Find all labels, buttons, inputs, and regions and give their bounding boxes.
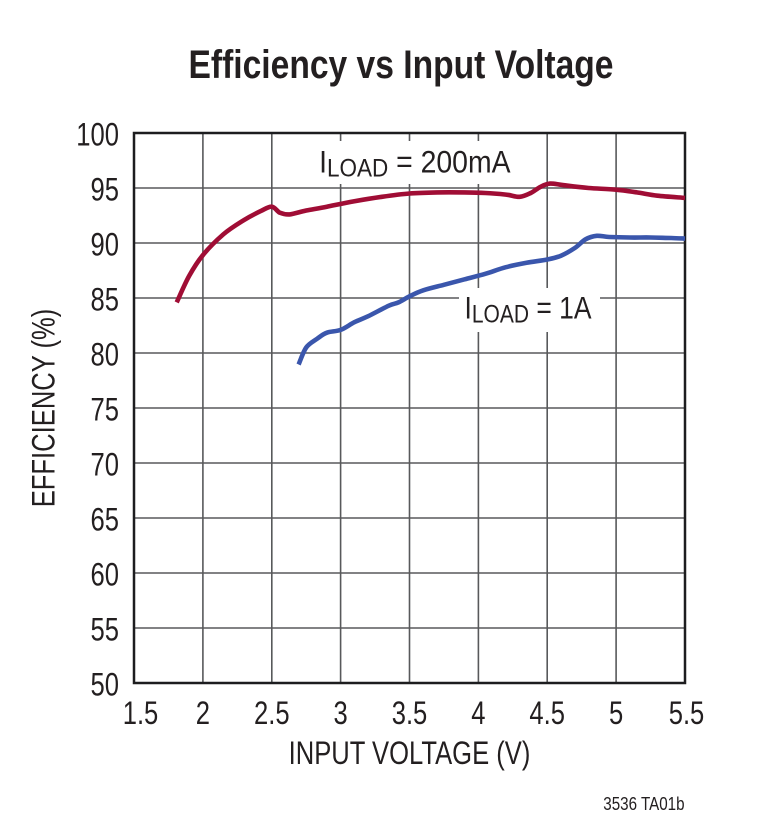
- svg-text:1.5: 1.5: [123, 696, 159, 731]
- svg-text:3.5: 3.5: [392, 696, 428, 731]
- svg-text:INPUT VOLTAGE (V): INPUT VOLTAGE (V): [289, 736, 531, 771]
- svg-text:2: 2: [196, 696, 210, 731]
- svg-text:80: 80: [91, 338, 119, 373]
- svg-text:65: 65: [91, 503, 119, 538]
- svg-text:75: 75: [91, 393, 119, 428]
- svg-text:60: 60: [91, 558, 119, 593]
- svg-text:50: 50: [91, 668, 119, 703]
- svg-text:55: 55: [91, 613, 119, 648]
- svg-text:90: 90: [91, 228, 119, 263]
- svg-text:3536 TA01b: 3536 TA01b: [603, 794, 684, 815]
- svg-text:4: 4: [471, 696, 485, 731]
- svg-text:5.5: 5.5: [669, 696, 705, 731]
- svg-text:5: 5: [609, 696, 623, 731]
- svg-text:4.5: 4.5: [529, 696, 565, 731]
- svg-text:70: 70: [91, 448, 119, 483]
- svg-text:95: 95: [91, 173, 119, 208]
- svg-text:EFFICIENCY (%): EFFICIENCY (%): [27, 309, 62, 508]
- svg-text:ILOAD = 200mA: ILOAD = 200mA: [319, 145, 510, 183]
- svg-text:ILOAD = 1A: ILOAD = 1A: [465, 291, 593, 327]
- svg-text:Efficiency vs Input Voltage: Efficiency vs Input Voltage: [189, 43, 614, 87]
- svg-text:3: 3: [333, 696, 347, 731]
- svg-text:85: 85: [91, 283, 119, 318]
- svg-text:100: 100: [76, 118, 119, 153]
- svg-text:2.5: 2.5: [254, 696, 290, 731]
